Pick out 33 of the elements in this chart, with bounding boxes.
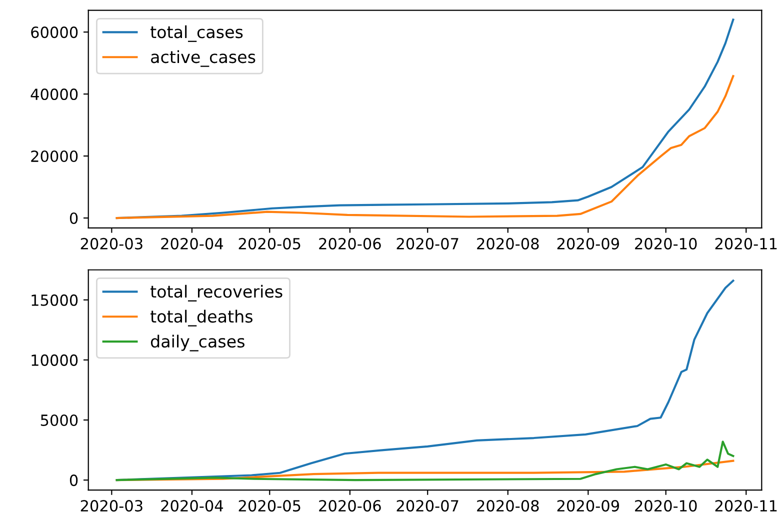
legend-label: active_cases	[151, 50, 256, 67]
x-tick-label: 2020-10	[635, 238, 697, 250]
x-tick-label: 2020-09	[557, 500, 620, 512]
x-tick-label: 2020-05	[238, 238, 300, 250]
x-tick-label: 2020-05	[238, 500, 300, 512]
x-tick-label: 2020-03	[80, 238, 142, 250]
legend-label: daily_cases	[150, 334, 244, 352]
y-tick-label: 10000	[32, 354, 78, 366]
y-tick-label: 5000	[40, 414, 78, 426]
y-tick-label: 40000	[30, 88, 78, 100]
legend-label: total_deaths	[150, 310, 252, 326]
x-tick-label: 2020-09	[557, 238, 620, 250]
x-tick-label: 2020-11	[715, 238, 777, 250]
y-tick-label: 60000	[31, 26, 78, 38]
legend-label: total_recoveries	[150, 284, 282, 302]
x-tick-label: 2020-11	[715, 500, 777, 512]
x-tick-label: 2020-07	[396, 500, 458, 512]
y-tick-label: 15000	[32, 294, 78, 306]
x-tick-label: 2020-07	[396, 238, 458, 250]
x-tick-label: 2020-08	[477, 238, 539, 250]
line-series	[116, 75, 734, 220]
x-tick-label: 2020-06	[319, 500, 381, 512]
line-series	[116, 440, 734, 482]
x-tick-label: 2020-06	[319, 238, 381, 250]
y-tick-label: 0	[70, 474, 78, 486]
x-tick-label: 2020-03	[80, 500, 142, 512]
y-tick-label: 0	[70, 212, 78, 224]
x-tick-label: 2020-04	[161, 238, 224, 250]
x-tick-label: 2020-08	[477, 500, 539, 512]
y-tick-label: 20000	[31, 150, 78, 162]
x-tick-label: 2020-04	[161, 500, 224, 512]
x-tick-label: 2020-10	[635, 500, 697, 512]
legend-label: total_cases	[150, 25, 243, 42]
